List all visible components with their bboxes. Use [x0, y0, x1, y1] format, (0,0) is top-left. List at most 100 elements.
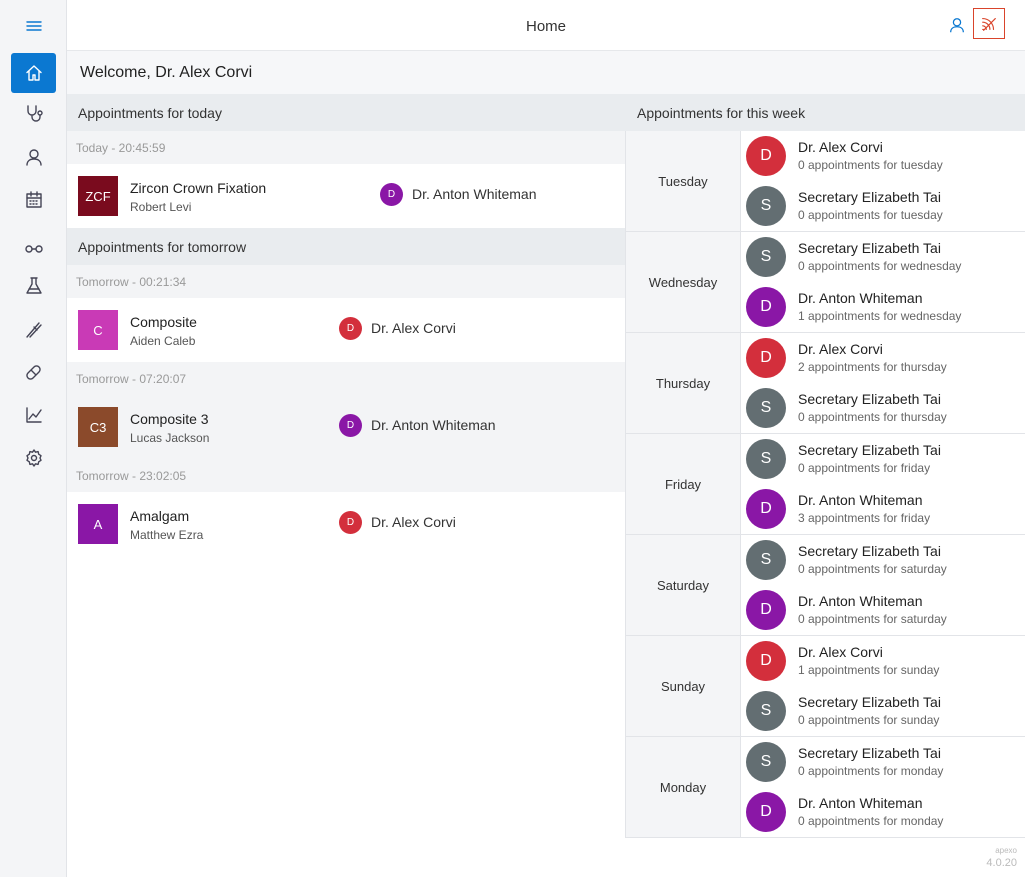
hamburger-icon — [25, 21, 42, 31]
menu-button[interactable] — [11, 6, 56, 46]
staff-entry[interactable]: D Dr. Anton Whiteman 0 appointments for … — [741, 787, 1025, 837]
staff-avatar: D — [746, 590, 786, 630]
welcome-bar: Welcome, Dr. Alex Corvi — [67, 51, 1025, 94]
day-row-thursday: Thursday D Dr. Alex Corvi 2 appointments… — [625, 333, 1025, 434]
appointment-count: 0 appointments for saturday — [798, 562, 947, 576]
staff-entry[interactable]: D Dr. Anton Whiteman 0 appointments for … — [741, 585, 1025, 635]
staff-entry[interactable]: S Secretary Elizabeth Tai 0 appointments… — [741, 383, 1025, 433]
nav-patients[interactable] — [11, 137, 56, 177]
tomorrow-heading: Appointments for tomorrow — [67, 228, 625, 265]
day-label: Monday — [625, 737, 741, 837]
staff-avatar: D — [746, 489, 786, 529]
appointment-item[interactable]: C Composite Aiden Caleb D Dr. Alex Corvi — [67, 298, 625, 362]
day-row-monday: Monday S Secretary Elizabeth Tai 0 appoi… — [625, 737, 1025, 838]
staff-entry[interactable]: S Secretary Elizabeth Tai 0 appointments… — [741, 686, 1025, 736]
day-row-friday: Friday S Secretary Elizabeth Tai 0 appoi… — [625, 434, 1025, 535]
staff-name: Dr. Alex Corvi — [798, 139, 883, 155]
nav-statistics[interactable] — [11, 395, 56, 435]
day-row-wednesday: Wednesday S Secretary Elizabeth Tai 0 ap… — [625, 232, 1025, 333]
doctor-name: Dr. Alex Corvi — [371, 514, 456, 530]
appointment-count: 3 appointments for friday — [798, 511, 931, 525]
doctor-name: Dr. Anton Whiteman — [412, 186, 537, 202]
sync-status-button[interactable] — [973, 8, 1005, 39]
day-label: Friday — [625, 434, 741, 534]
page-title: Home — [525, 18, 566, 35]
appointment-count: 0 appointments for tuesday — [798, 158, 943, 172]
appointment-title: Composite 3 — [130, 411, 209, 427]
brand-name: apexo — [995, 846, 1017, 855]
patient-name: Aiden Caleb — [130, 334, 196, 348]
day-label: Sunday — [625, 636, 741, 736]
day-label: Tuesday — [625, 131, 741, 231]
doctor-name: Dr. Alex Corvi — [371, 320, 456, 336]
patient-name: Matthew Ezra — [130, 528, 204, 542]
nav-appointments[interactable] — [11, 180, 56, 220]
weekly-appointments-panel: Appointments for this week Tuesday D Dr.… — [625, 94, 1025, 838]
appointment-count: 0 appointments for sunday — [798, 713, 940, 727]
offline-signal-icon — [982, 17, 996, 31]
doctor-avatar: D — [380, 183, 403, 206]
day-row-sunday: Sunday D Dr. Alex Corvi 1 appointments f… — [625, 636, 1025, 737]
staff-entry[interactable]: S Secretary Elizabeth Tai 0 appointments… — [741, 737, 1025, 787]
staff-name: Dr. Alex Corvi — [798, 341, 883, 357]
nav-staff[interactable] — [11, 94, 56, 134]
appointment-count: 0 appointments for tuesday — [798, 208, 943, 222]
appointment-count: 0 appointments for monday — [798, 764, 944, 778]
staff-entry[interactable]: D Dr. Alex Corvi 0 appointments for tues… — [741, 131, 1025, 181]
staff-entry[interactable]: D Dr. Alex Corvi 1 appointments for sund… — [741, 636, 1025, 686]
top-bar: Home — [67, 0, 1025, 51]
staff-avatar: D — [746, 338, 786, 378]
stethoscope-icon — [26, 105, 43, 122]
appointment-count: 0 appointments for monday — [798, 814, 944, 828]
staff-avatar: D — [746, 641, 786, 681]
day-label: Thursday — [625, 333, 741, 433]
appointment-thumb: ZCF — [78, 176, 118, 216]
appointment-count: 2 appointments for thursday — [798, 360, 947, 374]
appointment-item[interactable]: C3 Composite 3 Lucas Jackson D Dr. Anton… — [67, 395, 625, 459]
doctor-name: Dr. Anton Whiteman — [371, 417, 496, 433]
chart-icon — [25, 407, 42, 423]
staff-entry[interactable]: S Secretary Elizabeth Tai 0 appointments… — [741, 232, 1025, 282]
nav-treatments[interactable] — [11, 309, 56, 349]
staff-avatar: S — [746, 439, 786, 479]
staff-entry[interactable]: D Dr. Alex Corvi 2 appointments for thur… — [741, 333, 1025, 383]
appointment-item[interactable]: ZCF Zircon Crown Fixation Robert Levi D … — [67, 164, 625, 228]
staff-entry[interactable]: D Dr. Anton Whiteman 3 appointments for … — [741, 484, 1025, 534]
version-badge: apexo 4.0.20 — [986, 845, 1017, 869]
nav-labwork[interactable] — [11, 266, 56, 306]
staff-name: Secretary Elizabeth Tai — [798, 240, 941, 256]
staff-entry[interactable]: S Secretary Elizabeth Tai 0 appointments… — [741, 434, 1025, 484]
doctor-avatar: D — [339, 511, 362, 534]
home-icon — [25, 65, 42, 81]
staff-name: Dr. Anton Whiteman — [798, 290, 923, 306]
daily-appointments-panel: Appointments for today Today - 20:45:59 … — [67, 94, 625, 556]
user-icon — [950, 18, 964, 33]
appointment-count: 1 appointments for wednesday — [798, 309, 962, 323]
staff-entry[interactable]: S Secretary Elizabeth Tai 0 appointments… — [741, 181, 1025, 231]
sidebar — [0, 0, 67, 877]
version-number: 4.0.20 — [986, 857, 1017, 869]
staff-entry[interactable]: S Secretary Elizabeth Tai 0 appointments… — [741, 535, 1025, 585]
welcome-text: Welcome, Dr. Alex Corvi — [80, 64, 253, 81]
nav-orthodontics[interactable] — [11, 229, 56, 269]
staff-avatar: S — [746, 691, 786, 731]
appointment-time: Tomorrow - 07:20:07 — [67, 362, 625, 395]
appointment-title: Amalgam — [130, 508, 190, 524]
staff-name: Secretary Elizabeth Tai — [798, 694, 941, 710]
staff-name: Secretary Elizabeth Tai — [798, 391, 941, 407]
day-row-tuesday: Tuesday D Dr. Alex Corvi 0 appointments … — [625, 131, 1025, 232]
doctor-avatar: D — [339, 414, 362, 437]
today-heading: Appointments for today — [67, 94, 625, 131]
staff-name: Dr. Anton Whiteman — [798, 795, 923, 811]
patient-name: Lucas Jackson — [130, 431, 210, 445]
user-button[interactable] — [947, 14, 967, 36]
staff-name: Secretary Elizabeth Tai — [798, 745, 941, 761]
nav-prescriptions[interactable] — [11, 352, 56, 392]
appointment-time: Tomorrow - 00:21:34 — [67, 265, 625, 298]
staff-entry[interactable]: D Dr. Anton Whiteman 1 appointments for … — [741, 282, 1025, 332]
nav-settings[interactable] — [11, 438, 56, 478]
staff-avatar: S — [746, 186, 786, 226]
user-icon — [25, 149, 42, 166]
appointment-item[interactable]: A Amalgam Matthew Ezra D Dr. Alex Corvi — [67, 492, 625, 556]
nav-home[interactable] — [11, 53, 56, 93]
